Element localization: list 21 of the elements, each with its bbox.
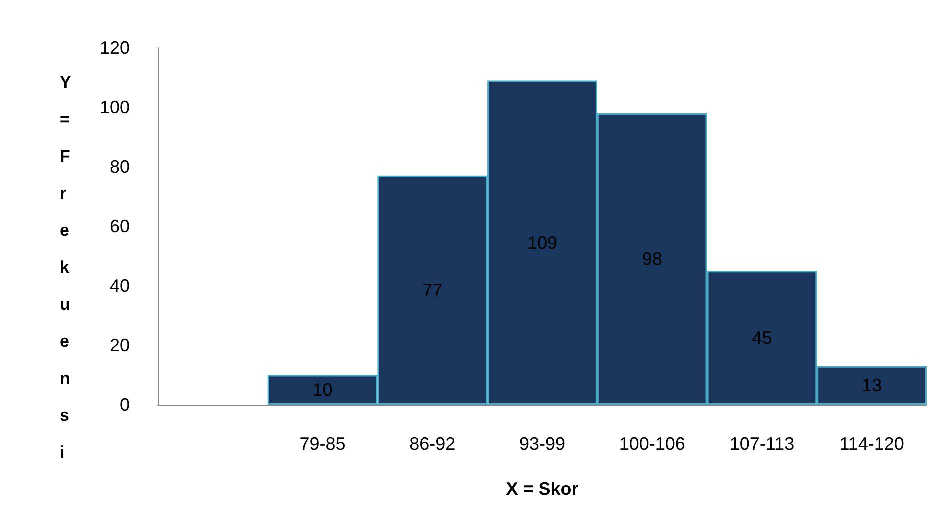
y-tick-label: 60: [110, 216, 130, 236]
data-label: 109: [527, 232, 558, 253]
x-tick-label: 114-120: [840, 434, 904, 454]
x-tick-label: 107-113: [730, 434, 795, 454]
text: Y = Frekuensi: [60, 73, 72, 462]
y-tick-label: 40: [110, 276, 130, 296]
y-tick-label: 20: [110, 336, 130, 356]
y-tick-label: 100: [100, 98, 130, 118]
x-tick-label: 100-106: [619, 434, 686, 454]
data-label: 98: [642, 249, 662, 270]
y-tick-label: 0: [120, 395, 130, 415]
y-tick-label: 120: [100, 38, 130, 58]
data-label: 45: [752, 328, 772, 348]
x-tick-label: 93-99: [519, 434, 566, 454]
x-tick-label: 79-85: [300, 434, 346, 454]
data-label: 77: [422, 280, 443, 300]
x-tick-label: 86-92: [410, 434, 456, 454]
data-label: 10: [312, 380, 333, 400]
x-axis-title: X = Skor: [506, 479, 579, 499]
data-label: 13: [862, 376, 882, 396]
y-tick-label: 80: [110, 157, 130, 177]
